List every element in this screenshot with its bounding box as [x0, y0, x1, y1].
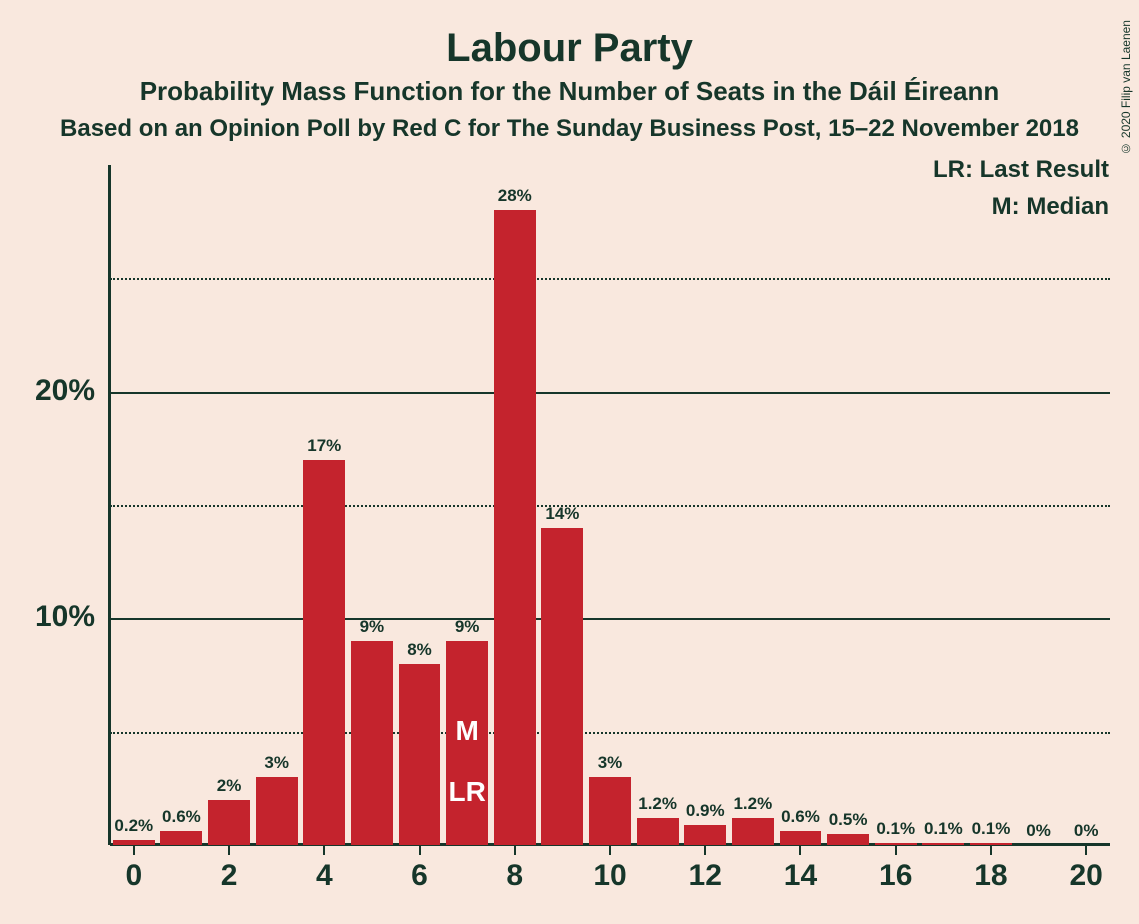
bar [780, 831, 822, 845]
bar-value-label: 0% [1074, 821, 1099, 841]
bar [541, 528, 583, 845]
bar [970, 843, 1012, 845]
bar [827, 834, 869, 845]
bar [875, 843, 917, 845]
bar-value-label: 17% [307, 436, 341, 456]
x-tick-label: 16 [866, 859, 926, 893]
bar [256, 777, 298, 845]
x-tick-mark [514, 845, 516, 855]
y-tick-label: 10% [35, 600, 95, 634]
bar-value-label: 0.1% [924, 819, 963, 839]
x-tick-mark [228, 845, 230, 855]
bar [399, 664, 441, 845]
bar-value-label: 0.6% [162, 807, 201, 827]
x-tick-mark [323, 845, 325, 855]
bar-value-label: 0% [1026, 821, 1051, 841]
bar-value-label: 0.1% [876, 819, 915, 839]
bar-value-label: 9% [360, 617, 385, 637]
last-result-annotation: LR [448, 776, 485, 808]
x-tick-mark [609, 845, 611, 855]
bar-value-label: 8% [407, 640, 432, 660]
x-tick-mark [895, 845, 897, 855]
x-tick-label: 12 [675, 859, 735, 893]
bar [922, 843, 964, 845]
bar [684, 825, 726, 845]
bar [351, 641, 393, 845]
plot-area: 10%20%024681012141618200.2%0.6%2%3%17%9%… [110, 165, 1110, 845]
bar [208, 800, 250, 845]
chart-subtitle-1: Probability Mass Function for the Number… [0, 76, 1139, 107]
bar-value-label: 3% [264, 753, 289, 773]
bar-value-label: 1.2% [638, 794, 677, 814]
bar-value-label: 0.6% [781, 807, 820, 827]
x-tick-label: 8 [485, 859, 545, 893]
bar-value-label: 2% [217, 776, 242, 796]
gridline-minor [110, 505, 1110, 507]
x-tick-label: 20 [1056, 859, 1116, 893]
chart-subtitle-2: Based on an Opinion Poll by Red C for Th… [0, 115, 1139, 143]
x-tick-label: 14 [770, 859, 830, 893]
bar-value-label: 28% [498, 186, 532, 206]
chart-title: Labour Party [0, 26, 1139, 71]
bar [303, 460, 345, 845]
bar-value-label: 14% [545, 504, 579, 524]
y-tick-label: 20% [35, 374, 95, 408]
bar [732, 818, 774, 845]
chart-container: © 2020 Filip van Laenen Labour Party Pro… [0, 0, 1139, 924]
x-tick-mark [704, 845, 706, 855]
bar [113, 840, 155, 845]
x-tick-mark [419, 845, 421, 855]
x-tick-label: 18 [961, 859, 1021, 893]
x-tick-label: 0 [104, 859, 164, 893]
bar [160, 831, 202, 845]
x-tick-mark [990, 845, 992, 855]
gridline-major [110, 618, 1110, 620]
gridline-major [110, 392, 1110, 394]
x-tick-label: 4 [294, 859, 354, 893]
gridline-minor [110, 278, 1110, 280]
x-tick-label: 2 [199, 859, 259, 893]
bar [589, 777, 631, 845]
bar-value-label: 9% [455, 617, 480, 637]
bar-value-label: 0.2% [114, 816, 153, 836]
bar-value-label: 1.2% [733, 794, 772, 814]
x-tick-label: 6 [390, 859, 450, 893]
x-tick-mark [1085, 845, 1087, 855]
x-tick-mark [799, 845, 801, 855]
bar-value-label: 0.1% [972, 819, 1011, 839]
median-annotation: M [455, 715, 478, 747]
x-tick-mark [133, 845, 135, 855]
x-tick-label: 10 [580, 859, 640, 893]
bar-value-label: 0.9% [686, 801, 725, 821]
bar [637, 818, 679, 845]
bar-value-label: 3% [598, 753, 623, 773]
gridline-minor [110, 732, 1110, 734]
bar [494, 210, 536, 845]
bar-value-label: 0.5% [829, 810, 868, 830]
